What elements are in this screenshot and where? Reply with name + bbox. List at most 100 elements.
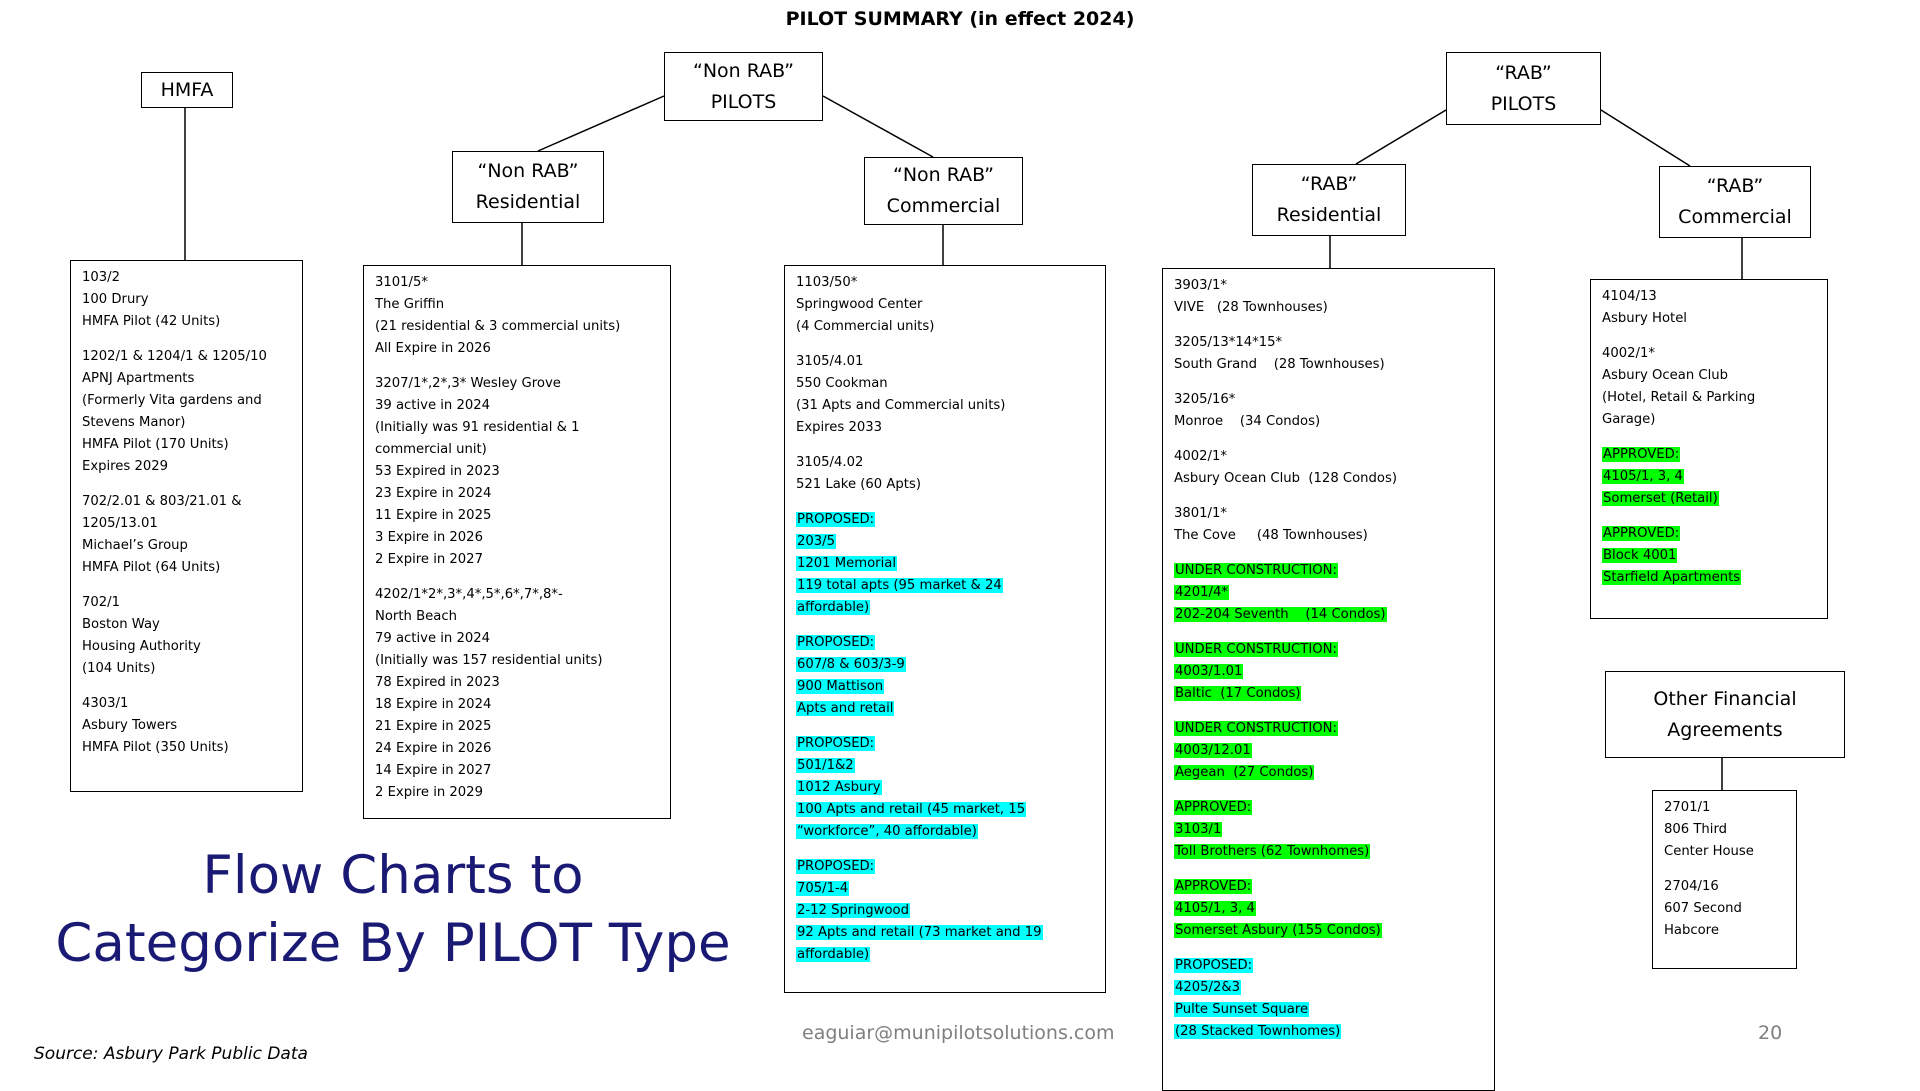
entry-line: 900 Mattison	[796, 676, 1094, 698]
entry-line: “workforce”, 40 affordable)	[796, 821, 1094, 843]
entry-line: 4201/4*	[1174, 582, 1483, 604]
entry-line: All Expire in 2026	[375, 338, 659, 360]
entry-line: Habcore	[1664, 920, 1785, 942]
entry-line: 2 Expire in 2027	[375, 549, 659, 571]
entry-line-text: Garage)	[1602, 412, 1656, 427]
entry-line-text: PROPOSED:	[796, 512, 876, 527]
approved-entry: APPROVED: Block 4001 Starfield Apartments	[1602, 523, 1816, 589]
header-non-rab-residential: “Non RAB” Residential	[452, 151, 604, 223]
entry-line-text: Asbury Hotel	[1602, 311, 1687, 326]
entry-line-text: 21 Expire in 2025	[375, 719, 492, 734]
entry-line: 92 Apts and retail (73 market and 19	[796, 922, 1094, 944]
entry-line-text: Apts and retail	[796, 701, 895, 716]
pilot-entry: 4002/1* Asbury Ocean Club (Hotel, Retail &…	[1602, 343, 1816, 431]
entry-line-text: (Hotel, Retail & Parking	[1602, 390, 1756, 405]
entry-line-text: Expires 2029	[82, 459, 169, 474]
entry-line: 39 active in 2024	[375, 395, 659, 417]
entry-line-text: 2701/1	[1664, 800, 1711, 815]
header-non-rab-pilots: “Non RAB” PILOTS	[664, 52, 823, 121]
pilot-entry: 1202/1 & 1204/1 & 1205/10 APNJ Apartments…	[82, 346, 291, 478]
pilot-entry: 4202/1*2*,3*,4*,5*,6*,7*,8*- North Beach 7…	[375, 584, 659, 804]
entry-line-text: 79 active in 2024	[375, 631, 491, 646]
entry-line: 3207/1*,2*,3* Wesley Grove	[375, 373, 659, 395]
entry-line-text: Toll Brothers (62 Townhomes)	[1174, 844, 1371, 859]
entry-line-text: 203/5	[796, 534, 837, 549]
caption-line-1: Flow Charts to	[202, 845, 584, 906]
entry-line: 705/1-4	[796, 878, 1094, 900]
entry-line-text: 39 active in 2024	[375, 398, 491, 413]
entry-line: 4003/12.01	[1174, 740, 1483, 762]
entry-line-text: Baltic (17 Condos)	[1174, 686, 1302, 701]
approved-entry: APPROVED: 4105/1, 3, 4 Somerset Asbury (15…	[1174, 876, 1483, 942]
entry-line-text: 1012 Asbury	[796, 780, 882, 795]
entry-line: Garage)	[1602, 409, 1816, 431]
entry-line-text: 4002/1*	[1174, 449, 1227, 464]
entry-line: Block 4001	[1602, 545, 1816, 567]
entry-line-text: HMFA Pilot (42 Units)	[82, 314, 221, 329]
connector-nonrab-to-commercial	[822, 95, 934, 158]
header-label-line: “Non RAB”	[477, 160, 579, 182]
entry-line-text: 501/1&2	[796, 758, 855, 773]
entry-line: (21 residential & 3 commercial units)	[375, 316, 659, 338]
entry-line: (Initially was 157 residential units)	[375, 650, 659, 672]
entry-line-text: 4002/1*	[1602, 346, 1655, 361]
entry-line: (4 Commercial units)	[796, 316, 1094, 338]
entry-line: South Grand (28 Townhouses)	[1174, 354, 1483, 376]
caption-line-2: Categorize By PILOT Type	[55, 913, 731, 974]
entry-line-text: 4104/13	[1602, 289, 1657, 304]
approved-entry: APPROVED: 3103/1 Toll Brothers (62 Townhom…	[1174, 797, 1483, 863]
pilot-entry: 702/2.01 & 803/21.01 & 1205/13.01 Michael’…	[82, 491, 291, 579]
entry-line: Monroe (34 Condos)	[1174, 411, 1483, 433]
page-number: 20	[1758, 1022, 1783, 1044]
pilot-entry: 3105/4.02 521 Lake (60 Apts)	[796, 452, 1094, 496]
entry-line-text: 3205/16*	[1174, 392, 1236, 407]
approved-entry: APPROVED: 4105/1, 3, 4 Somerset (Retail)	[1602, 444, 1816, 510]
entry-line: 702/1	[82, 592, 291, 614]
entry-line: Somerset Asbury (155 Condos)	[1174, 920, 1483, 942]
entry-line-text: APPROVED:	[1174, 879, 1253, 894]
entry-line-text: 2704/16	[1664, 879, 1719, 894]
entry-line-text: 702/2.01 & 803/21.01 &	[82, 494, 242, 509]
pilot-entry: 2704/16 607 Second Habcore	[1664, 876, 1785, 942]
entry-line-text: 100 Apts and retail (45 market, 15	[796, 802, 1027, 817]
entry-line-text: VIVE (28 Townhouses)	[1174, 300, 1328, 315]
pilot-entry: 702/1 Boston Way Housing Authority (104 Uni…	[82, 592, 291, 680]
entry-line-text: 4202/1*2*,3*,4*,5*,6*,7*,8*-	[375, 587, 563, 602]
header-label-line: “RAB”	[1706, 175, 1764, 197]
entry-line-text: (4 Commercial units)	[796, 319, 935, 334]
entry-line: 14 Expire in 2027	[375, 760, 659, 782]
entry-line: 1103/50*	[796, 272, 1094, 294]
header-label-line: PILOTS	[1490, 92, 1557, 115]
entry-line: 806 Third	[1664, 819, 1785, 841]
flow-charts-caption: Flow Charts to Categorize By PILOT Type	[38, 842, 748, 978]
header-label-line: Commercial	[1678, 206, 1792, 228]
entry-line-text: APPROVED:	[1174, 800, 1253, 815]
entry-line: 2-12 Springwood	[796, 900, 1094, 922]
entry-line-text: PROPOSED:	[796, 736, 876, 751]
header-other-financial-agreements: Other Financial Agreements	[1605, 671, 1845, 758]
entry-line-text: Asbury Ocean Club (128 Condos)	[1174, 471, 1397, 486]
entry-line-text: APPROVED:	[1602, 526, 1681, 541]
entry-line-text: 1103/50*	[796, 275, 858, 290]
entry-line-text: 900 Mattison	[796, 679, 885, 694]
entry-line: 2701/1	[1664, 797, 1785, 819]
entry-line-text: Habcore	[1664, 923, 1719, 938]
entry-line: UNDER CONSTRUCTION:	[1174, 718, 1483, 740]
entry-line-text: Starfield Apartments	[1602, 570, 1742, 585]
contact-email: eaguiar@munipilotsolutions.com	[802, 1022, 1115, 1044]
entry-line: (31 Apts and Commercial units)	[796, 395, 1094, 417]
approved-entry: UNDER CONSTRUCTION: 4003/1.01 Baltic (17 C…	[1174, 639, 1483, 705]
entry-line: VIVE (28 Townhouses)	[1174, 297, 1483, 319]
pilot-entry: 1103/50* Springwood Center (4 Commercial u…	[796, 272, 1094, 338]
header-label-line: Commercial	[886, 195, 1001, 217]
entry-line: 4002/1*	[1174, 446, 1483, 468]
entry-line-text: 1201 Memorial	[796, 556, 897, 571]
entry-line: (104 Units)	[82, 658, 291, 680]
entry-line: 202-204 Seventh (14 Condos)	[1174, 604, 1483, 626]
entry-line-text: HMFA Pilot (170 Units)	[82, 437, 229, 452]
header-label-line: “RAB”	[1495, 61, 1552, 84]
entry-line: APPROVED:	[1174, 876, 1483, 898]
box-non-rab-commercial: 1103/50* Springwood Center (4 Commercial u…	[784, 265, 1106, 993]
entry-line-text: Housing Authority	[82, 639, 201, 654]
